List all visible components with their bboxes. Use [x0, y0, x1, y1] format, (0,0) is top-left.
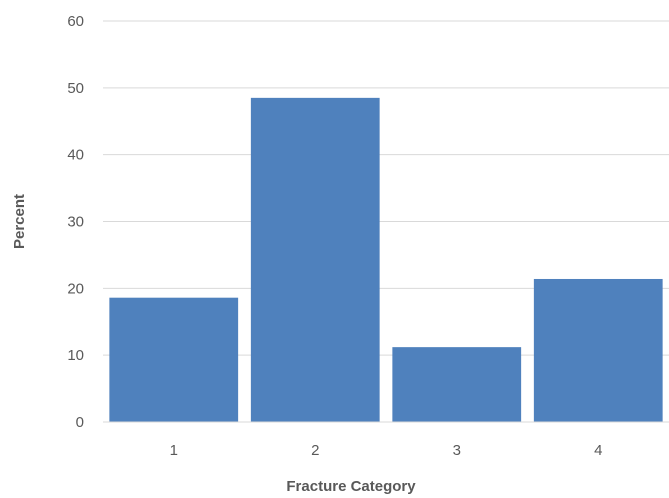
y-tick-label: 50 — [67, 80, 84, 97]
y-tick-label: 40 — [67, 147, 84, 164]
x-tick-label: 2 — [311, 442, 319, 459]
x-tick-label: 1 — [170, 442, 178, 459]
y-axis-title: Percent — [11, 194, 28, 249]
y-tick-labels: 0 10 20 30 40 50 60 — [67, 13, 84, 431]
bar-category-4 — [533, 278, 663, 422]
y-tick-label: 10 — [67, 347, 84, 364]
y-tick-label: 0 — [76, 414, 84, 431]
y-tick-label: 30 — [67, 214, 84, 231]
bar-category-3 — [392, 347, 522, 422]
x-tick-label: 4 — [594, 442, 602, 459]
bars — [109, 97, 663, 422]
y-tick-label: 60 — [67, 13, 84, 30]
x-axis-title: Fracture Category — [286, 478, 416, 495]
y-tick-label: 20 — [67, 280, 84, 297]
bar-category-2 — [250, 97, 380, 422]
x-tick-label: 3 — [453, 442, 461, 459]
bar-category-1 — [109, 297, 239, 422]
x-tick-labels: 1 2 3 4 — [170, 442, 603, 459]
